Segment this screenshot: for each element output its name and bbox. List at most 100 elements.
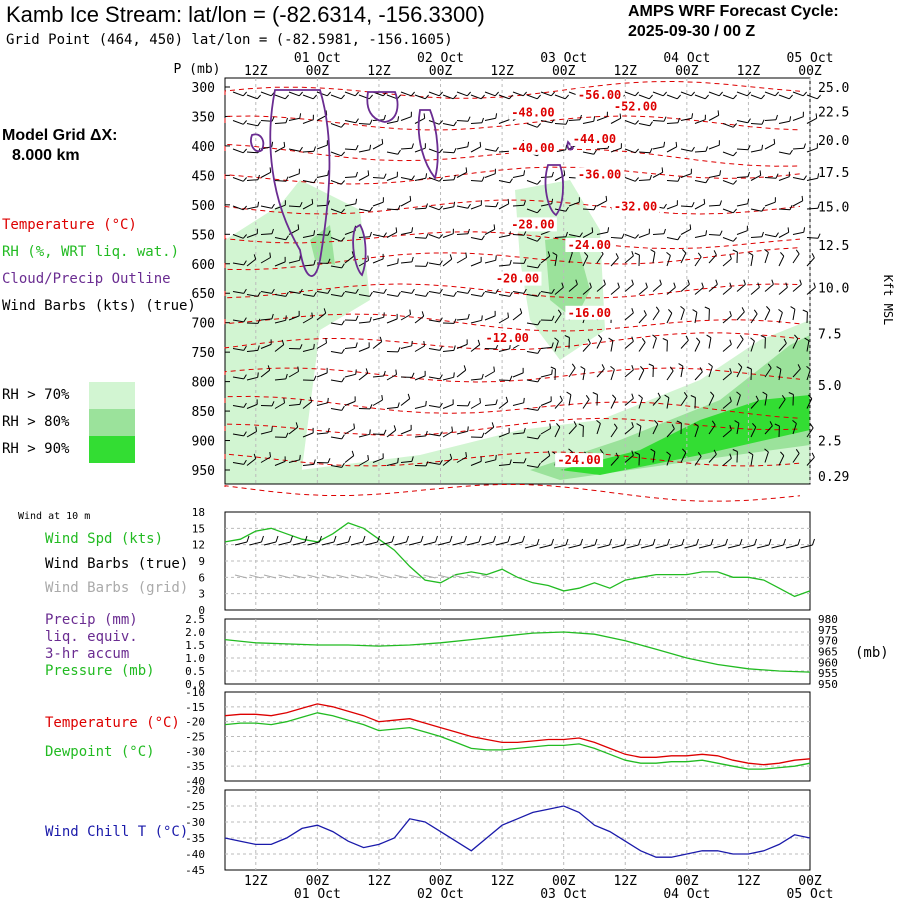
- wind-barb-flag: [481, 315, 483, 321]
- wind10-barb-flag: [565, 538, 569, 546]
- wind10-barb-flag: [420, 535, 424, 543]
- wind-barb: [526, 237, 538, 242]
- wind10-barb-flag: [304, 535, 308, 543]
- wind-barb-flag: [794, 334, 799, 339]
- wind-barb-flag: [463, 365, 467, 371]
- wind-barb-flag: [691, 146, 695, 152]
- wind-barb: [708, 453, 717, 463]
- wind-barb-flag: [580, 366, 586, 370]
- wind-barb-flag: [397, 149, 401, 155]
- wind-barb: [330, 237, 342, 242]
- wind-barb: [596, 200, 607, 207]
- wind-barb: [470, 319, 482, 324]
- wind-barb-flag: [631, 450, 634, 456]
- wind-barb: [358, 174, 369, 181]
- wind10-grid-barb: [249, 574, 262, 579]
- wind-barb: [484, 91, 496, 97]
- legend-wind: Wind Barbs (kts) (true): [2, 298, 196, 314]
- wind10-barb: [539, 544, 552, 549]
- wind-barb-flag: [523, 427, 526, 434]
- wind-barb: [498, 348, 510, 352]
- wind-barb-flag: [675, 141, 678, 147]
- wind-barb: [484, 148, 496, 152]
- wind-barb-flag: [411, 256, 414, 263]
- wind-barb-flag: [729, 368, 732, 374]
- wind-barb-flag: [547, 450, 551, 456]
- wind-barb: [302, 119, 314, 124]
- pressure-right-tick-2: 960: [818, 656, 838, 669]
- wind-barb: [302, 317, 313, 324]
- wind-barb-flag: [257, 291, 261, 297]
- pressure-line: [224, 631, 811, 673]
- wind-barb-flag: [559, 395, 563, 401]
- wind10-grid-barb: [263, 574, 277, 579]
- wind10-grid-barb: [379, 574, 393, 579]
- wind-barb: [764, 284, 774, 292]
- wind-barb: [386, 462, 398, 466]
- xsec-ytick-1: 350: [192, 110, 215, 125]
- wind-barb: [498, 119, 510, 124]
- wind-barb: [288, 173, 300, 178]
- temperature-contour-5: [224, 231, 801, 250]
- wind-barb: [456, 120, 469, 122]
- wind-barb-flag: [676, 420, 682, 424]
- wind-barb-flag: [738, 363, 743, 368]
- wind-barb: [680, 228, 691, 235]
- wind-barb-flag: [734, 420, 740, 424]
- pressure-label: Pressure (mb): [45, 663, 155, 679]
- wind-barb: [358, 260, 369, 267]
- wind-barb: [764, 394, 768, 406]
- wind-barb: [624, 148, 636, 154]
- wind-barb: [372, 375, 384, 378]
- wind-barb: [568, 234, 580, 238]
- legend-rh90: RH > 90%: [2, 441, 70, 457]
- wind-barb: [722, 401, 732, 409]
- wind-barb: [428, 291, 440, 294]
- wind-barb-flag: [327, 397, 329, 403]
- wind-barbs-true-label: Wind Barbs (true): [45, 556, 188, 572]
- temperature-contour-2: [224, 143, 801, 167]
- wind-barb: [540, 291, 552, 294]
- wind-barb-flag: [327, 288, 331, 294]
- wind-barb-flag: [708, 363, 713, 367]
- wind-barb-flag: [732, 123, 737, 128]
- wind10-barb-flag: [754, 538, 757, 546]
- wind-barb: [288, 315, 300, 321]
- wind-panel-ytick-0: 0: [198, 604, 205, 617]
- legend-rh70-swatch: [89, 382, 135, 409]
- wind-barb: [792, 147, 805, 150]
- wind-barb-flag: [439, 459, 443, 465]
- legend-cloud: Cloud/Precip Outline: [2, 271, 171, 287]
- wind10-barb: [292, 541, 306, 546]
- wind-barb-flag: [537, 405, 541, 411]
- xsec-y2tick-6: 10.0: [818, 281, 849, 296]
- wind-barb-flag: [311, 312, 313, 318]
- wind-barb-flag: [340, 237, 345, 242]
- wind-barb-flag: [551, 315, 555, 321]
- wind-barb: [414, 177, 426, 181]
- wind-barb-flag: [369, 231, 372, 237]
- wind10-grid-barb: [350, 574, 364, 579]
- wind-barb: [652, 91, 664, 97]
- wind-barb-flag: [383, 173, 387, 179]
- pressure-unit: (mb): [855, 645, 889, 661]
- wind-barb: [442, 258, 453, 267]
- wind-barb: [302, 94, 314, 100]
- wind-barb-flag: [397, 291, 401, 297]
- wind-barb: [778, 255, 785, 267]
- wind-barb-flag: [425, 261, 429, 267]
- windchill-panel-ytick-5: -20: [185, 784, 205, 797]
- wind-barb-flag: [809, 423, 814, 429]
- wind-barb: [386, 294, 398, 297]
- wind-barb: [386, 231, 397, 238]
- wind-barb: [540, 428, 551, 435]
- wind-barb-flag: [666, 252, 671, 256]
- wind10-barb-flag: [536, 538, 540, 546]
- legend-rh: RH (%, WRT liq. wat.): [2, 244, 180, 260]
- wind-barb-flag: [257, 318, 261, 324]
- wind10-barb: [785, 544, 799, 549]
- wind-barb: [764, 234, 776, 238]
- wind-barb-flag: [271, 228, 274, 234]
- wind-barb-flag: [479, 141, 482, 147]
- wind-panel-title: Wind at 10 m: [18, 511, 90, 522]
